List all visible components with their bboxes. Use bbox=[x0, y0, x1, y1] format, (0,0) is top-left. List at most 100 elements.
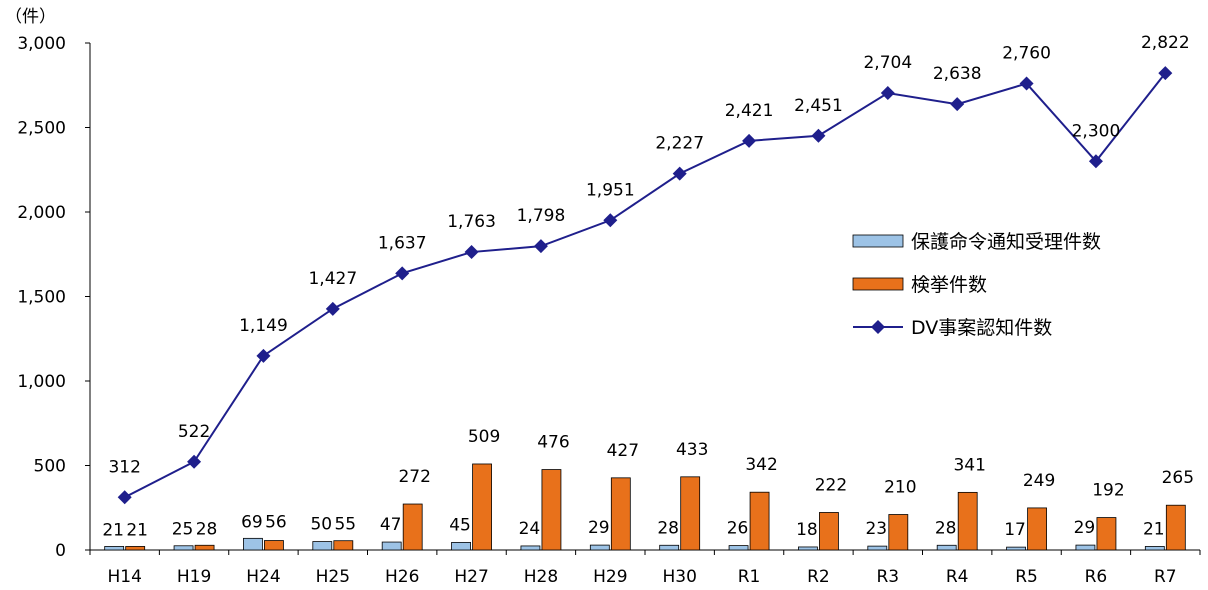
data-label-arrest: 249 bbox=[1023, 471, 1055, 491]
x-tick-label: R2 bbox=[807, 567, 830, 587]
data-label-arrest: 210 bbox=[884, 478, 916, 498]
data-label-dv: 2,300 bbox=[1072, 121, 1121, 141]
data-label-arrest: 192 bbox=[1092, 481, 1124, 501]
x-tick-label: R3 bbox=[876, 567, 899, 587]
data-label-protection-order: 21 bbox=[1143, 519, 1165, 539]
bar-protection-order bbox=[1144, 546, 1165, 551]
y-tick-label: 500 bbox=[34, 457, 66, 477]
bar-protection-order bbox=[520, 545, 541, 551]
x-tick-label: R6 bbox=[1085, 567, 1108, 587]
data-label-dv: 312 bbox=[108, 457, 140, 477]
data-label-dv: 2,451 bbox=[794, 96, 843, 116]
dv-point bbox=[395, 266, 410, 281]
dv-point bbox=[187, 454, 202, 469]
data-label-dv: 2,638 bbox=[933, 64, 982, 84]
dv-point bbox=[672, 166, 687, 181]
dv-point bbox=[880, 86, 895, 101]
y-tick-label: 2,000 bbox=[17, 203, 66, 223]
bar-protection-order bbox=[798, 546, 818, 551]
y-tick-label: 3,000 bbox=[17, 34, 66, 54]
data-label-arrest: 55 bbox=[334, 515, 356, 535]
dv-point bbox=[811, 128, 826, 143]
x-tick-label: H26 bbox=[385, 567, 419, 587]
dv-point bbox=[464, 245, 479, 260]
axes: 0 500 1,000 1,500 2,000 2,500 3,000 H14 H19 H24 H2… bbox=[17, 34, 1201, 587]
bar-arrest bbox=[749, 491, 770, 551]
bar-arrest bbox=[819, 512, 839, 551]
bar-protection-order bbox=[589, 544, 610, 551]
bar-arrest bbox=[610, 477, 631, 551]
x-tick-label: H24 bbox=[246, 567, 280, 587]
bar-arrest bbox=[957, 491, 978, 551]
legend-label: DV事案認知件数 bbox=[911, 317, 1052, 339]
data-label-dv: 1,798 bbox=[517, 206, 566, 226]
bar-arrest bbox=[1096, 517, 1117, 551]
bar-arrest bbox=[333, 540, 354, 551]
bar-arrest bbox=[541, 469, 562, 551]
bar-protection-order bbox=[104, 546, 125, 551]
data-label-dv: 2,760 bbox=[1002, 44, 1051, 64]
bar-protection-order bbox=[1006, 546, 1026, 551]
line-series bbox=[117, 66, 1173, 505]
legend-swatch-protection-order bbox=[852, 234, 904, 248]
data-label-arrest: 509 bbox=[468, 427, 500, 447]
data-label-arrest: 476 bbox=[537, 433, 569, 453]
bar-protection-order bbox=[312, 541, 333, 551]
data-label-dv: 2,227 bbox=[655, 134, 704, 154]
data-label-dv: 1,149 bbox=[239, 316, 288, 336]
data-label-protection-order: 17 bbox=[1004, 520, 1026, 540]
data-label-dv: 1,763 bbox=[447, 212, 496, 232]
data-label-protection-order: 25 bbox=[172, 519, 194, 539]
x-tick-label: R7 bbox=[1154, 567, 1177, 587]
y-unit-label: （件） bbox=[5, 7, 56, 27]
x-tick-label: H25 bbox=[316, 567, 350, 587]
dv-line bbox=[124, 72, 1167, 499]
data-label-arrest: 433 bbox=[676, 440, 708, 460]
data-label-protection-order: 28 bbox=[935, 518, 957, 538]
data-label-protection-order: 47 bbox=[380, 515, 402, 535]
bar-arrest bbox=[888, 514, 909, 551]
x-tick-label: H19 bbox=[177, 567, 211, 587]
y-tick-label: 0 bbox=[55, 541, 66, 561]
x-tick-label: R1 bbox=[738, 567, 761, 587]
x-tick-label: R4 bbox=[946, 567, 969, 587]
bar-protection-order bbox=[381, 541, 402, 551]
bar-protection-order bbox=[243, 537, 263, 551]
bar-protection-order bbox=[659, 544, 680, 551]
data-label-dv: 2,822 bbox=[1141, 33, 1190, 53]
data-label-arrest: 28 bbox=[196, 519, 218, 539]
data-label-protection-order: 23 bbox=[865, 519, 887, 539]
dv-point bbox=[117, 490, 132, 505]
bar-protection-order bbox=[867, 545, 888, 551]
legend-label: 保護命令通知受理件数 bbox=[911, 231, 1101, 253]
legend-label: 検挙件数 bbox=[911, 274, 987, 296]
data-label-protection-order: 18 bbox=[796, 520, 818, 540]
dv-point bbox=[256, 348, 271, 363]
bar-arrest bbox=[1165, 504, 1186, 551]
data-label-dv: 522 bbox=[178, 422, 210, 442]
dv-point bbox=[950, 97, 965, 112]
data-label-arrest: 427 bbox=[607, 441, 639, 461]
y-tick-label: 2,500 bbox=[17, 119, 66, 139]
data-label-arrest: 21 bbox=[126, 520, 148, 540]
dv-point bbox=[325, 301, 340, 316]
data-label-arrest: 341 bbox=[953, 455, 985, 475]
x-tick-label: H30 bbox=[662, 567, 696, 587]
bars bbox=[104, 463, 1186, 551]
data-label-dv: 1,427 bbox=[308, 269, 357, 289]
data-label-arrest: 222 bbox=[815, 475, 847, 495]
data-label-protection-order: 45 bbox=[449, 515, 471, 535]
legend-swatch-arrest bbox=[852, 277, 904, 291]
data-label-protection-order: 21 bbox=[102, 520, 124, 540]
data-label-arrest: 265 bbox=[1162, 468, 1194, 488]
data-label-arrest: 342 bbox=[745, 455, 777, 475]
dv-point bbox=[742, 133, 757, 148]
bar-arrest bbox=[264, 540, 284, 551]
bar-protection-order bbox=[728, 545, 749, 551]
x-tick-label: H29 bbox=[593, 567, 627, 587]
bar-protection-order bbox=[936, 544, 957, 551]
data-label-arrest: 272 bbox=[398, 467, 430, 487]
data-label-dv: 2,704 bbox=[863, 53, 912, 73]
data-label-protection-order: 26 bbox=[727, 519, 749, 539]
